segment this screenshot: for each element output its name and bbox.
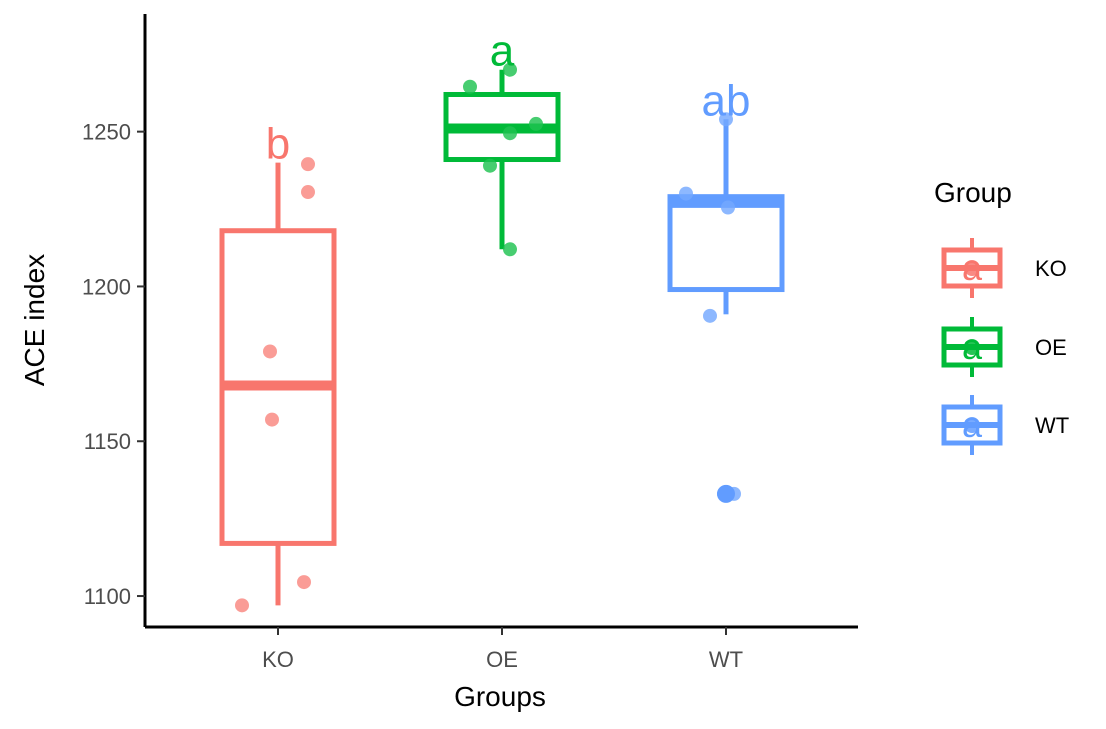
legend-key-letter: a bbox=[962, 326, 983, 367]
significance-label: b bbox=[266, 120, 290, 169]
legend-label: OE bbox=[1035, 335, 1067, 360]
y-axis-title: ACE index bbox=[19, 254, 50, 386]
x-tick-label: WT bbox=[709, 647, 743, 672]
significance-label: ab bbox=[702, 76, 751, 125]
legend-key-point bbox=[964, 339, 980, 355]
x-axis-ticks: KO OE WT bbox=[262, 627, 743, 672]
box-group-oe: a bbox=[443, 27, 561, 257]
jitter-point bbox=[721, 200, 735, 215]
x-tick-label: OE bbox=[486, 647, 518, 672]
legend-key-point bbox=[964, 260, 980, 276]
outlier-point bbox=[717, 484, 735, 503]
jitter-point bbox=[679, 186, 693, 201]
legend-key-letter: a bbox=[962, 247, 983, 288]
x-axis-title: Groups bbox=[454, 681, 546, 712]
jitter-point bbox=[719, 112, 733, 127]
box-group-wt: ab bbox=[667, 76, 785, 503]
jitter-point bbox=[297, 575, 311, 590]
x-tick-label: KO bbox=[262, 647, 294, 672]
jitter-point bbox=[463, 79, 477, 94]
legend-item-ko: a KO bbox=[941, 238, 1067, 298]
legend-label: KO bbox=[1035, 256, 1067, 281]
jitter-point bbox=[301, 185, 315, 200]
y-tick-label: 1200 bbox=[82, 274, 131, 299]
jitter-point bbox=[503, 126, 517, 141]
y-tick-label: 1250 bbox=[82, 120, 131, 145]
legend-key-letter: a bbox=[962, 404, 983, 445]
legend-label: WT bbox=[1035, 413, 1069, 438]
y-tick-label: 1100 bbox=[84, 584, 131, 609]
jitter-point bbox=[265, 412, 279, 427]
legend: Group a KO a OE a WT bbox=[934, 177, 1069, 455]
jitter-point bbox=[235, 598, 249, 613]
jitter-point bbox=[503, 62, 517, 77]
jitter-point bbox=[263, 344, 277, 359]
box-group-ko: b bbox=[219, 120, 337, 613]
plot-area: b a ab bbox=[219, 27, 785, 613]
legend-item-wt: a WT bbox=[941, 395, 1069, 455]
jitter-point bbox=[703, 308, 717, 323]
y-axis-ticks: 1100 1150 1200 1250 bbox=[82, 120, 145, 609]
jitter-point bbox=[301, 157, 315, 172]
jitter-point bbox=[503, 242, 517, 257]
legend-key-point bbox=[964, 417, 980, 433]
jitter-point bbox=[529, 116, 543, 131]
legend-item-oe: a OE bbox=[941, 317, 1067, 377]
significance-label: a bbox=[490, 27, 515, 76]
legend-title: Group bbox=[934, 177, 1012, 208]
y-tick-label: 1150 bbox=[84, 429, 131, 454]
jitter-point bbox=[483, 158, 497, 173]
